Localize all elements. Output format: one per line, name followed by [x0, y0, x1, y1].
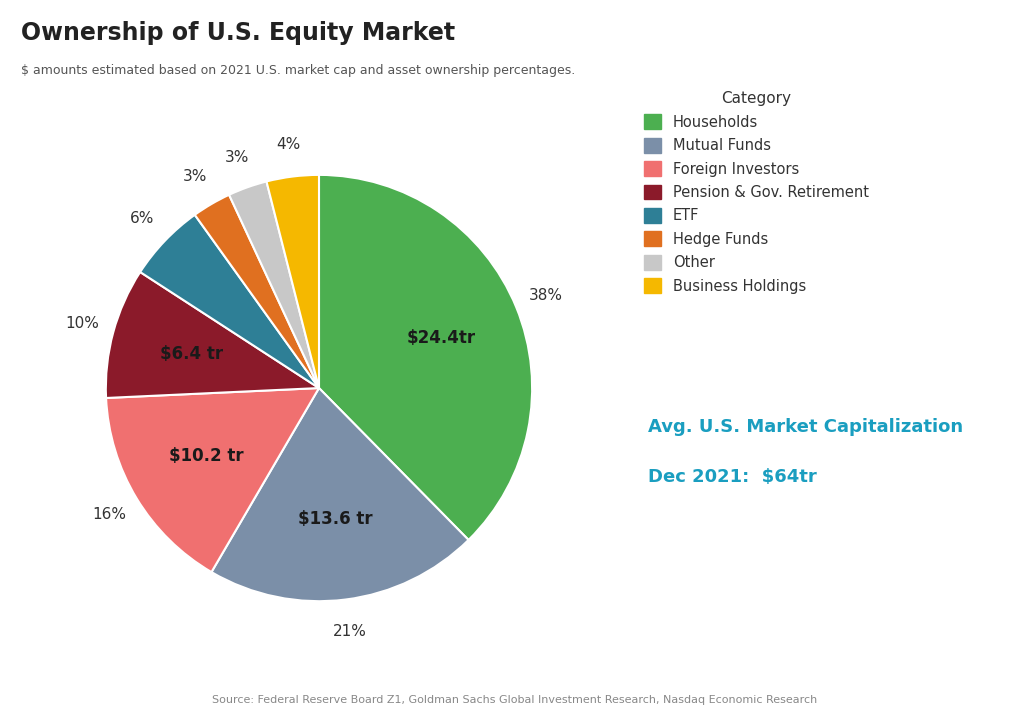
- Text: 21%: 21%: [332, 624, 366, 639]
- Text: $10.2 tr: $10.2 tr: [169, 447, 243, 466]
- Text: Source: Federal Reserve Board Z1, Goldman Sachs Global Investment Research, Nasd: Source: Federal Reserve Board Z1, Goldma…: [212, 695, 817, 705]
- Text: 10%: 10%: [66, 317, 100, 332]
- Text: 16%: 16%: [93, 508, 127, 523]
- Wedge shape: [229, 182, 319, 388]
- Wedge shape: [212, 388, 468, 601]
- Text: $ amounts estimated based on 2021 U.S. market cap and asset ownership percentage: $ amounts estimated based on 2021 U.S. m…: [21, 64, 575, 77]
- Text: Avg. U.S. Market Capitalization: Avg. U.S. Market Capitalization: [648, 418, 963, 436]
- Text: $6.4 tr: $6.4 tr: [159, 345, 223, 362]
- Text: 4%: 4%: [277, 137, 300, 152]
- Text: 38%: 38%: [529, 288, 563, 303]
- Wedge shape: [106, 272, 319, 398]
- Text: 3%: 3%: [224, 150, 249, 164]
- Wedge shape: [140, 215, 319, 388]
- Text: Dec 2021:  $64tr: Dec 2021: $64tr: [648, 468, 817, 486]
- Text: 3%: 3%: [183, 169, 208, 184]
- Wedge shape: [106, 388, 319, 572]
- Legend: Households, Mutual Funds, Foreign Investors, Pension & Gov. Retirement, ETF, Hed: Households, Mutual Funds, Foreign Invest…: [638, 85, 875, 300]
- Text: $13.6 tr: $13.6 tr: [298, 511, 372, 528]
- Wedge shape: [194, 195, 319, 388]
- Wedge shape: [319, 175, 532, 540]
- Text: 6%: 6%: [130, 211, 154, 226]
- Text: Ownership of U.S. Equity Market: Ownership of U.S. Equity Market: [21, 21, 455, 46]
- Wedge shape: [267, 175, 319, 388]
- Text: $24.4tr: $24.4tr: [406, 329, 475, 347]
